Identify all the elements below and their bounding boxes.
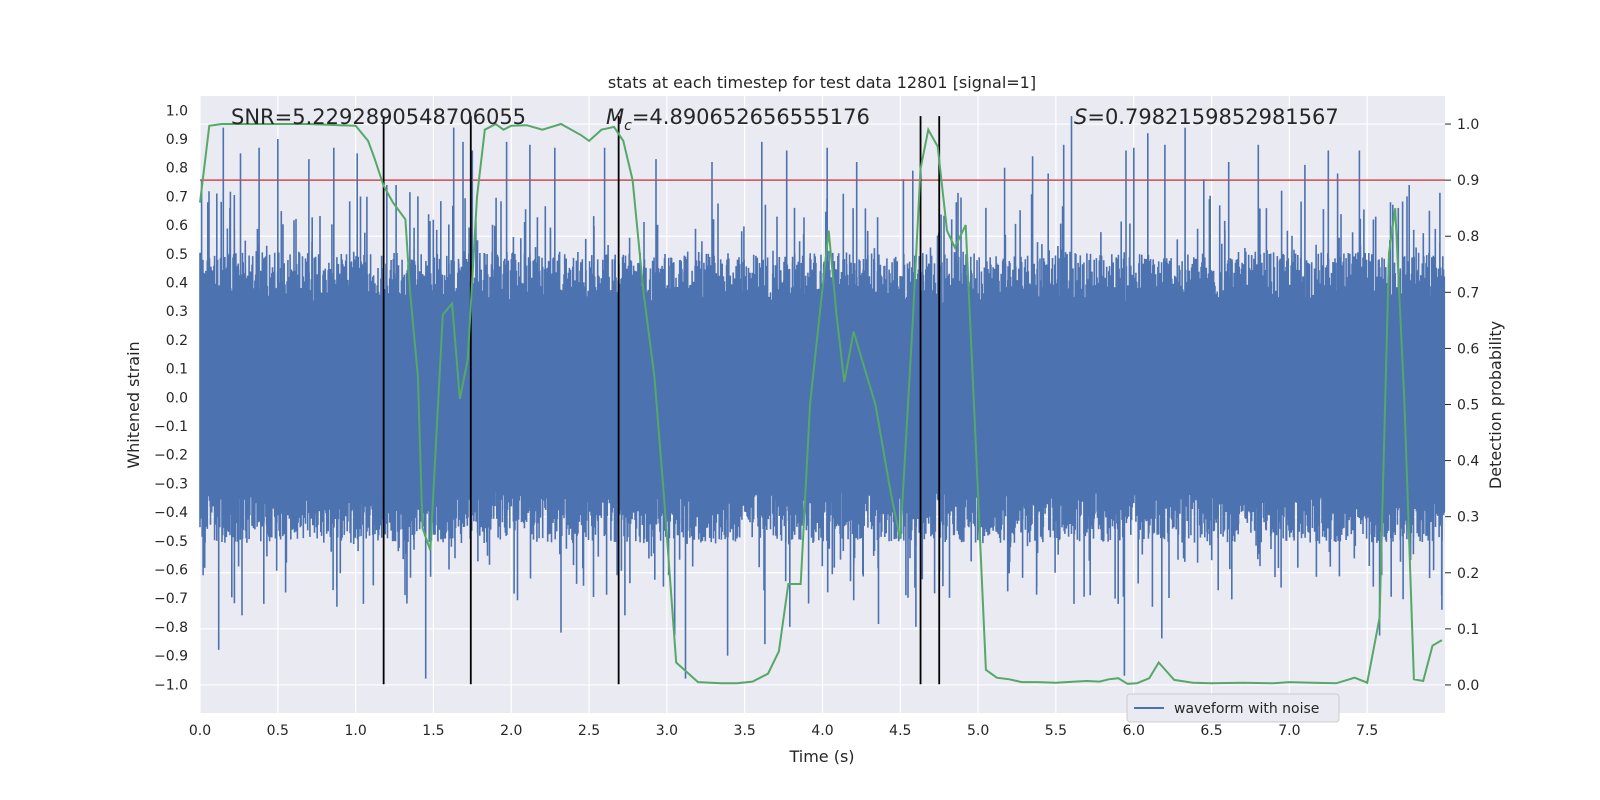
chirp-mass-symbol: M xyxy=(606,105,624,129)
y2-tick-label: 0.1 xyxy=(1457,622,1479,638)
y-axis-label: Whitened strain xyxy=(124,341,143,468)
y2-tick-label: 0.5 xyxy=(1457,398,1479,414)
y2-tick-label: 0.3 xyxy=(1457,510,1479,526)
x-tick-label: 7.5 xyxy=(1356,723,1378,739)
vertical-markers xyxy=(382,116,941,685)
y-tick-label: −0.3 xyxy=(154,476,188,492)
y2-ticks: 1.0 0.9 0.8 0.7 0.6 0.5 0.4 0.3 0.2 0.1 0.0 xyxy=(1445,117,1479,694)
chirp-mass-annotation: Mc=4.890652656555176 xyxy=(606,105,870,134)
y-tick-label: −0.2 xyxy=(154,448,188,464)
y-tick-label: −0.5 xyxy=(154,534,188,550)
y-tick-label: −1.0 xyxy=(154,677,188,693)
y2-tick-label: 0.0 xyxy=(1457,678,1479,694)
x-tick-label: 5.5 xyxy=(1045,723,1067,739)
chirp-mass-subscript: c xyxy=(624,118,632,134)
y-tick-label: −0.9 xyxy=(154,649,188,665)
y-tick-label: 0.6 xyxy=(166,218,188,234)
x-tick-label: 3.5 xyxy=(734,723,756,739)
x-tick-label: 2.0 xyxy=(500,723,522,739)
y2-tick-label: 0.4 xyxy=(1457,454,1479,470)
x-tick-label: 6.5 xyxy=(1200,723,1222,739)
y2-tick-label: 0.2 xyxy=(1457,566,1479,582)
x-ticks: 0.0 0.5 1.0 1.5 2.0 2.5 3.0 3.5 4.0 4.5 5.0 5.5 6.0 6… xyxy=(189,723,1378,739)
x-tick-label: 0.5 xyxy=(267,723,289,739)
legend: waveform with noise xyxy=(1126,693,1340,723)
legend-box xyxy=(1126,693,1340,723)
x-tick-label: 4.0 xyxy=(811,723,833,739)
x-tick-label: 0.0 xyxy=(189,723,211,739)
y-tick-label: 0.3 xyxy=(166,304,188,320)
x-tick-label: 4.5 xyxy=(889,723,911,739)
x-tick-label: 1.5 xyxy=(422,723,444,739)
y-tick-label: −0.7 xyxy=(154,591,188,607)
y-tick-label: −0.4 xyxy=(154,505,188,521)
snr-annotation: SNR=5.2292890548706055 xyxy=(231,105,526,129)
probability-series xyxy=(199,122,1443,685)
y2-tick-label: 0.6 xyxy=(1457,341,1479,357)
y-tick-label: −0.1 xyxy=(154,419,188,435)
y-tick-label: 0.0 xyxy=(166,390,188,406)
y2-tick-label: 1.0 xyxy=(1457,117,1479,133)
y-tick-label: 0.7 xyxy=(166,189,188,205)
waveform-line xyxy=(199,116,1446,679)
probability-line xyxy=(199,122,1443,685)
x-tick-label: 6.0 xyxy=(1123,723,1145,739)
legend-label-waveform: waveform with noise xyxy=(1174,701,1319,717)
y-tick-label: −0.6 xyxy=(154,563,188,579)
x-tick-label: 5.0 xyxy=(967,723,989,739)
x-tick-label: 3.0 xyxy=(656,723,678,739)
s-symbol: S xyxy=(1074,105,1087,129)
y-ticks: 1.0 0.9 0.8 0.7 0.6 0.5 0.4 0.3 0.2 0.1 0.0 −0.1 −0.… xyxy=(154,103,188,693)
x-axis-label: Time (s) xyxy=(788,747,854,766)
y2-tick-label: 0.8 xyxy=(1457,229,1479,245)
y-tick-label: 1.0 xyxy=(166,103,188,119)
x-tick-label: 7.0 xyxy=(1278,723,1300,739)
y-tick-label: 0.1 xyxy=(166,362,188,378)
x-tick-label: 2.5 xyxy=(578,723,600,739)
y2-axis-label: Detection probability xyxy=(1486,321,1505,489)
plot-area xyxy=(199,116,1446,685)
s-value: =0.7982159852981567 xyxy=(1087,105,1338,129)
y-tick-label: 0.4 xyxy=(166,276,188,292)
s-annotation: S=0.7982159852981567 xyxy=(1074,105,1339,129)
y-tick-label: 0.9 xyxy=(166,132,188,148)
chart-title: stats at each timestep for test data 128… xyxy=(608,73,1036,92)
x-tick-label: 1.0 xyxy=(344,723,366,739)
y-tick-label: 0.2 xyxy=(166,333,188,349)
y-tick-label: −0.8 xyxy=(154,620,188,636)
y2-tick-label: 0.7 xyxy=(1457,285,1479,301)
chirp-mass-value: =4.890652656555176 xyxy=(632,105,870,129)
y-tick-label: 0.8 xyxy=(166,161,188,177)
y-tick-label: 0.5 xyxy=(166,247,188,263)
y2-tick-label: 0.9 xyxy=(1457,173,1479,189)
waveform-series xyxy=(199,116,1446,679)
